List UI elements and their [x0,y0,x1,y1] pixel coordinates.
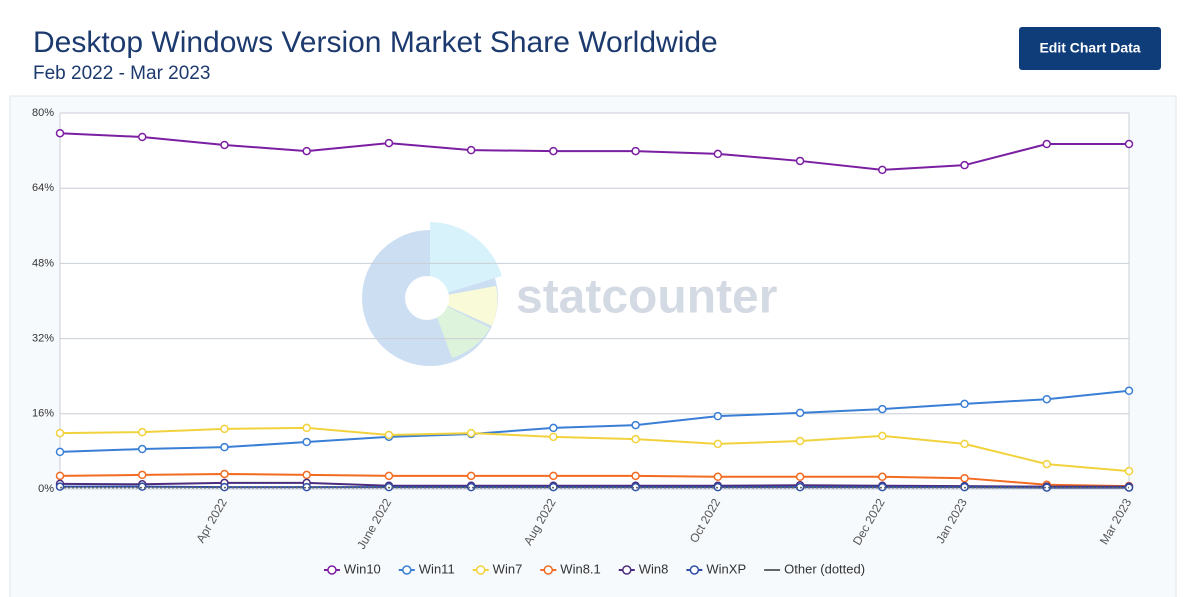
data-point [960,160,969,170]
legend-label: Win7 [493,561,523,576]
data-point [1042,394,1052,404]
data-point [631,146,640,156]
data-point [137,132,147,142]
y-tick-label: 64% [32,182,54,194]
edit-button[interactable]: Edit Chart Data [1019,27,1161,70]
data-point [549,146,558,156]
data-point [713,439,723,449]
data-point [137,470,147,480]
data-point [220,140,229,150]
legend-label: Win11 [419,561,455,576]
data-point [878,404,887,414]
data-point [713,411,723,421]
data-point [302,146,311,156]
data-point [384,471,394,481]
logo-disc [362,230,498,366]
data-point [878,165,887,175]
button-label: Edit Chart Data [1039,40,1140,56]
y-tick-label: 16% [32,408,54,420]
y-tick-label: 0% [38,483,54,495]
data-point [302,482,311,492]
data-point [1042,483,1052,492]
y-tick-label: 32% [32,333,54,345]
series-line [59,389,1130,453]
data-point [55,471,65,481]
logo-slice [430,298,490,358]
data-point [960,439,969,449]
series-line [59,481,1129,488]
watermark: statcounter [516,271,777,324]
legend-marker [475,565,486,575]
data-point [631,434,640,444]
data-point [549,423,558,433]
chart-subtitle: Feb 2022 - Mar 2023 [33,63,210,84]
data-point [795,436,805,446]
data-point [878,431,887,441]
data-point [466,471,476,481]
data-point [55,447,65,457]
data-point [220,442,229,452]
series-line [60,485,1129,489]
legend-label: WinXP [706,561,746,576]
legend-label: Win8.1 [560,561,600,576]
data-point [220,424,229,434]
data-point [384,138,394,148]
data-point [137,482,147,491]
data-point [1124,139,1134,149]
data-point [713,149,723,159]
data-point [1042,459,1052,469]
data-point [384,430,394,440]
logo-slice [430,222,502,298]
legend-marker [402,565,412,575]
data-point [713,472,723,482]
data-point [302,423,311,433]
data-point [878,472,887,482]
data-point [960,399,969,409]
legend-label: Other (dotted) [784,561,865,576]
data-point [631,471,640,481]
legend-marker [543,565,554,575]
data-point [960,473,969,483]
chart-title: Desktop Windows Version Market Share Wor… [33,26,718,59]
data-point [302,470,311,480]
data-point [466,482,476,492]
data-point [795,408,805,418]
data-point [549,471,558,481]
data-point [1124,386,1134,396]
legend-marker [689,565,700,575]
data-point [55,128,65,138]
series-line [59,132,1129,171]
legend-marker [327,565,337,575]
logo-slice [430,286,498,326]
series-line [59,472,1130,488]
data-point [55,428,65,438]
data-point [302,437,311,447]
data-point [795,472,805,482]
data-point [1042,139,1052,149]
data-point [220,469,229,479]
legend-label: Win10 [344,561,381,576]
button-bg [1019,27,1161,70]
data-point [631,420,640,430]
series-line [59,426,1130,473]
data-point [137,444,147,454]
data-point [549,432,558,442]
data-point [795,156,805,166]
watermark-logo [362,222,502,366]
legend: Win10 Win11 Win7 Win8.1 Win8 WinXP Other (dott… [323,561,865,576]
logo-hole [405,276,449,320]
y-tick-label: 80% [32,107,54,119]
legend-label: Win8 [639,561,669,576]
data-point [466,428,476,438]
data-point [466,145,476,155]
y-tick-label: 48% [32,257,54,269]
data-point [137,427,147,437]
legend-marker [622,565,632,575]
data-point [1124,466,1134,476]
data-point [55,482,65,491]
